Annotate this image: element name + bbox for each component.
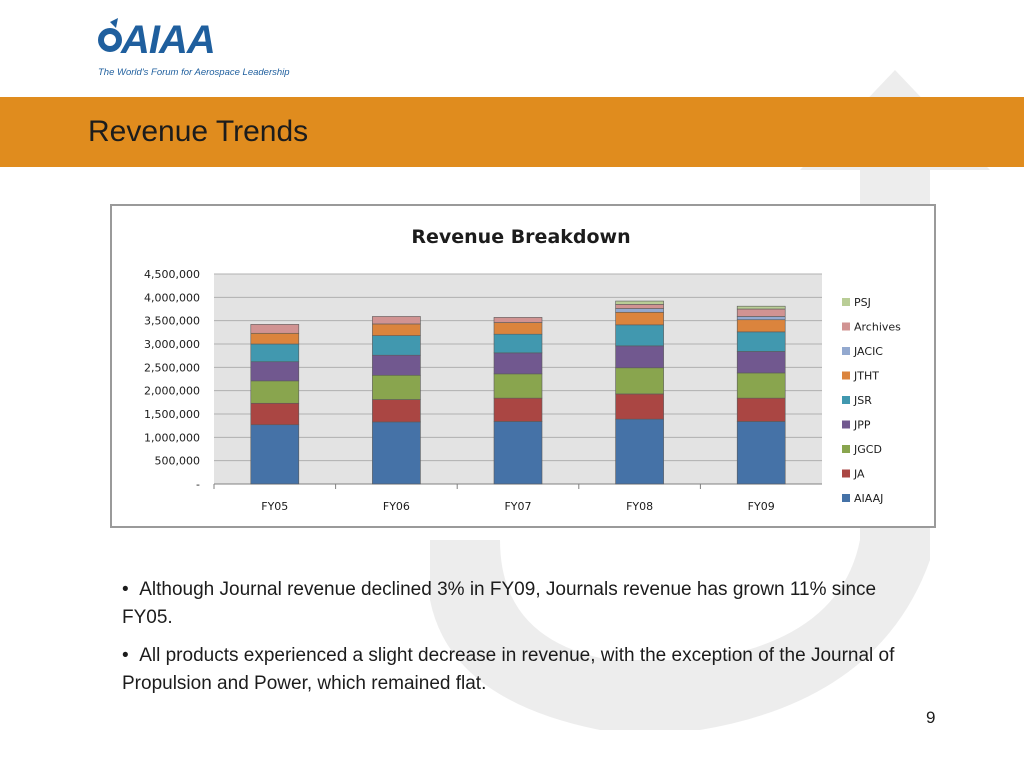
x-tick-label: FY07 xyxy=(504,500,531,513)
legend-label: AIAAJ xyxy=(854,492,883,505)
legend-label: JTHT xyxy=(853,370,879,383)
x-tick-label: FY06 xyxy=(383,500,410,513)
bullet-item: • Although Journal revenue declined 3% i… xyxy=(122,576,932,632)
bullet-list: • Although Journal revenue declined 3% i… xyxy=(122,576,932,708)
legend-label: JPP xyxy=(853,419,871,432)
logo-wordmark: AIAA xyxy=(121,18,216,62)
legend-swatch xyxy=(842,322,850,331)
legend-swatch xyxy=(842,469,850,478)
legend-swatch xyxy=(842,298,850,306)
page-number: 9 xyxy=(926,708,936,727)
bar-segment xyxy=(250,332,300,345)
aiaa-logo xyxy=(98,18,122,52)
bar-segment xyxy=(736,351,786,374)
legend-label: JACIC xyxy=(853,345,883,358)
bar-segment xyxy=(493,333,543,354)
bar-segment xyxy=(736,319,786,333)
legend-swatch xyxy=(842,396,850,404)
bullet-text: Although Journal revenue declined 3% in … xyxy=(122,579,877,628)
y-tick-label: 3,500,000 xyxy=(144,315,200,328)
bar-segment xyxy=(615,345,664,369)
bar-segment xyxy=(250,343,300,363)
bar-segment xyxy=(615,304,664,309)
legend-label: PSJ xyxy=(854,296,871,309)
y-tick-label: - xyxy=(196,478,200,491)
legend-label: JGCD xyxy=(853,443,882,456)
bar-segment xyxy=(493,373,543,399)
bar-segment xyxy=(615,393,664,420)
bar-segment xyxy=(615,308,664,313)
x-tick-label: FY05 xyxy=(261,500,288,513)
bar-segment xyxy=(736,372,786,399)
y-tick-label: 1,500,000 xyxy=(144,408,200,421)
chart-frame: Revenue Breakdown - 500,000 1,000,000 1,500,… xyxy=(110,204,936,528)
x-tick-label: FY08 xyxy=(626,500,653,513)
bar-segment xyxy=(493,322,543,335)
bar-segment xyxy=(372,335,421,356)
bar-segment xyxy=(736,421,786,485)
bar-segment xyxy=(493,317,543,323)
y-tick-label: 1,000,000 xyxy=(144,431,200,444)
slide-title: Revenue Trends xyxy=(88,115,309,148)
y-tick-label: 4,000,000 xyxy=(144,291,200,304)
bullet-marker: • xyxy=(122,579,140,600)
legend-label: JA xyxy=(853,468,865,481)
revenue-chart: Revenue Breakdown - 500,000 1,000,000 1,500,… xyxy=(144,226,901,513)
bar-segment xyxy=(615,418,664,485)
legend-label: JSR xyxy=(853,394,872,407)
bar-segment xyxy=(372,399,421,423)
title-band xyxy=(0,97,1024,167)
y-tick-label: 500,000 xyxy=(155,455,201,468)
y-tick-label: 2,000,000 xyxy=(144,385,200,398)
bullet-item: • All products experienced a slight decr… xyxy=(122,642,932,698)
y-tick-label: 3,000,000 xyxy=(144,338,200,351)
bar-segment xyxy=(372,421,421,485)
bar-segment xyxy=(615,367,664,395)
bar-segment xyxy=(736,305,786,310)
y-tick-label: 4,500,000 xyxy=(144,268,200,281)
bar-segment xyxy=(493,397,543,422)
bar-segment xyxy=(372,316,421,325)
legend-swatch xyxy=(842,420,850,429)
bar-segment xyxy=(372,354,421,376)
bar-segment xyxy=(736,397,786,422)
bar-segment xyxy=(493,352,543,375)
bar-segment xyxy=(250,424,300,485)
bar-segment xyxy=(372,323,421,336)
legend-swatch xyxy=(842,445,850,453)
bullet-marker: • xyxy=(122,645,140,666)
legend-swatch xyxy=(842,347,850,355)
bar-segment xyxy=(493,421,543,485)
legend-label: Archives xyxy=(854,321,901,334)
legend-swatch xyxy=(842,371,850,380)
bar-segment xyxy=(250,402,300,426)
bar-segment xyxy=(615,300,664,305)
bar-segment xyxy=(372,374,421,400)
chart-title: Revenue Breakdown xyxy=(411,226,630,248)
bar-segment xyxy=(736,331,786,352)
x-tick-label: FY09 xyxy=(748,500,775,513)
bar-segment xyxy=(250,324,300,334)
bar-segment xyxy=(736,316,786,321)
bar-segment xyxy=(615,311,664,326)
bullet-text: All products experienced a slight decrea… xyxy=(122,645,895,694)
y-tick-label: 2,500,000 xyxy=(144,361,200,374)
bar-segment xyxy=(250,380,300,404)
legend-swatch xyxy=(842,494,850,502)
logo-tagline: The World's Forum for Aerospace Leadersh… xyxy=(98,67,290,78)
bar-segment xyxy=(736,308,786,317)
bar-segment xyxy=(615,324,664,347)
bar-segment xyxy=(250,361,300,382)
